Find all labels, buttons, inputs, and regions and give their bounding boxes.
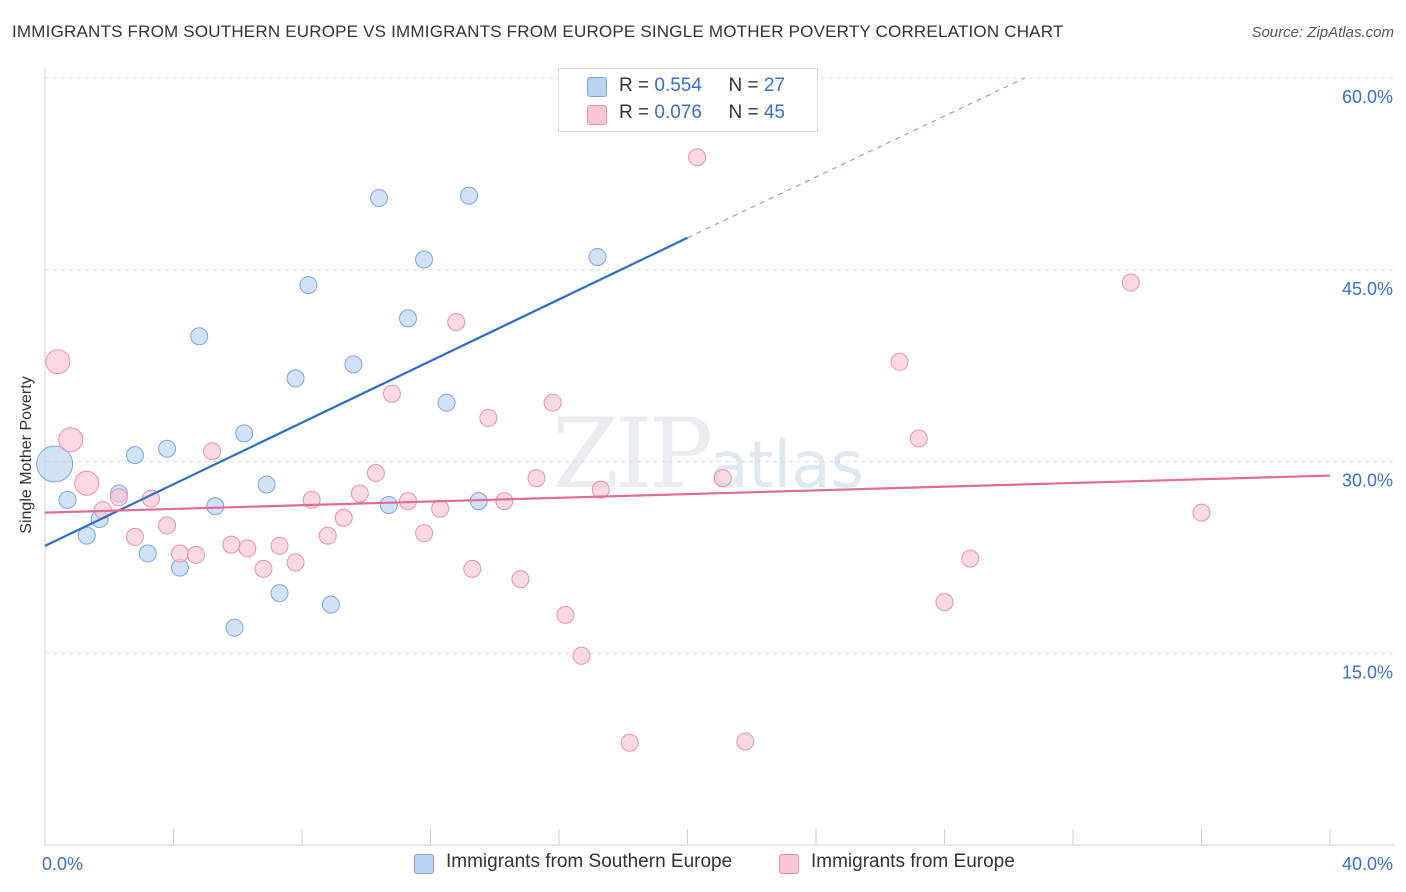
point-europe: [334, 508, 353, 527]
point-europe: [463, 559, 482, 578]
point-southern-europe: [299, 276, 318, 295]
y-tick-label: 15.0%: [1342, 662, 1393, 682]
series-swatch-blue: [414, 854, 434, 874]
point-europe: [511, 570, 530, 589]
point-europe: [350, 484, 369, 503]
point-southern-europe: [158, 439, 177, 458]
legend-n-value: 45: [763, 102, 785, 123]
legend-r-value: 0.554: [654, 75, 702, 96]
point-europe: [366, 464, 385, 483]
x-tick-label: 40.0%: [1342, 854, 1393, 874]
legend-n-label: N =: [728, 102, 764, 123]
point-europe: [58, 427, 84, 453]
point-europe: [74, 470, 100, 496]
trend-line-europe: [44, 474, 1331, 514]
legend-row-europe: R = 0.076 N = 45: [619, 102, 785, 128]
point-europe: [109, 488, 128, 507]
point-europe: [556, 605, 575, 624]
point-southern-europe: [379, 495, 398, 514]
series-legend-europe: Immigrants from Europe: [779, 851, 1015, 877]
point-europe: [45, 349, 71, 375]
point-europe: [572, 646, 591, 665]
point-europe: [909, 429, 928, 448]
point-southern-europe: [437, 393, 456, 412]
point-southern-europe: [415, 250, 434, 269]
point-europe: [1192, 503, 1211, 522]
point-southern-europe: [190, 327, 209, 346]
point-europe: [382, 384, 401, 403]
point-europe: [415, 524, 434, 543]
legend-r-label: R =: [619, 102, 655, 123]
point-europe: [1121, 273, 1140, 292]
point-southern-europe: [257, 475, 276, 494]
point-southern-europe: [58, 490, 77, 509]
point-europe: [222, 535, 241, 554]
y-tick-label: 60.0%: [1342, 87, 1393, 107]
legend-swatch-blue: [587, 77, 607, 97]
point-europe: [318, 526, 337, 545]
point-europe: [431, 499, 450, 518]
series-legend-southern-europe: Immigrants from Southern Europe: [414, 851, 732, 877]
point-europe: [238, 539, 257, 558]
point-europe: [254, 559, 273, 578]
series-label: Immigrants from Europe: [811, 851, 1015, 872]
legend-row-southern-europe: R = 0.554 N = 27: [619, 75, 785, 101]
point-southern-europe: [235, 424, 254, 443]
legend-n-value: 27: [763, 75, 785, 96]
trend-line-extension: [687, 77, 1026, 239]
point-southern-europe: [286, 369, 305, 388]
y-tick-label: 45.0%: [1342, 279, 1393, 299]
legend-swatch-pink: [587, 105, 607, 125]
point-europe: [495, 492, 514, 511]
x-tick-label: 0.0%: [42, 854, 83, 874]
point-europe: [286, 553, 305, 572]
point-southern-europe: [399, 309, 418, 328]
point-southern-europe: [344, 355, 363, 374]
point-europe: [125, 527, 144, 546]
point-europe: [543, 393, 562, 412]
point-southern-europe: [77, 526, 96, 545]
legend-r-label: R =: [619, 75, 655, 96]
chart-title: IMMIGRANTS FROM SOUTHERN EUROPE VS IMMIG…: [12, 22, 1064, 41]
point-europe: [170, 544, 189, 563]
watermark-zip: ZIP: [552, 398, 713, 510]
point-southern-europe: [588, 247, 607, 266]
point-europe: [961, 549, 980, 568]
point-europe: [270, 536, 289, 555]
y-tick-label: 30.0%: [1342, 471, 1393, 491]
point-europe: [158, 516, 177, 535]
trend-line-southern-europe: [44, 236, 688, 547]
point-europe: [591, 480, 610, 499]
point-europe: [890, 352, 909, 371]
point-europe: [447, 313, 466, 332]
point-europe: [479, 409, 498, 428]
point-southern-europe: [206, 497, 225, 516]
point-europe: [935, 593, 954, 612]
point-southern-europe: [138, 544, 157, 563]
series-swatch-pink: [779, 854, 799, 874]
point-southern-europe: [36, 445, 74, 483]
point-europe: [736, 732, 755, 751]
watermark: ZIPatlas: [552, 398, 864, 510]
point-southern-europe: [125, 446, 144, 465]
point-southern-europe: [370, 189, 389, 208]
series-label: Immigrants from Southern Europe: [446, 851, 733, 872]
legend-n-label: N =: [728, 75, 764, 96]
point-europe: [620, 733, 639, 752]
point-southern-europe: [460, 186, 479, 205]
source-label: Source: ZipAtlas.com: [1251, 24, 1394, 41]
point-europe: [688, 148, 707, 167]
point-southern-europe: [225, 618, 244, 637]
point-europe: [203, 442, 222, 461]
point-europe: [186, 545, 205, 564]
legend-r-value: 0.076: [654, 102, 702, 123]
point-southern-europe: [321, 595, 340, 614]
point-southern-europe: [270, 584, 289, 603]
point-europe: [713, 469, 732, 488]
point-europe: [527, 469, 546, 488]
correlation-legend: R = 0.554 N = 27 R = 0.076 N = 45: [558, 68, 818, 132]
